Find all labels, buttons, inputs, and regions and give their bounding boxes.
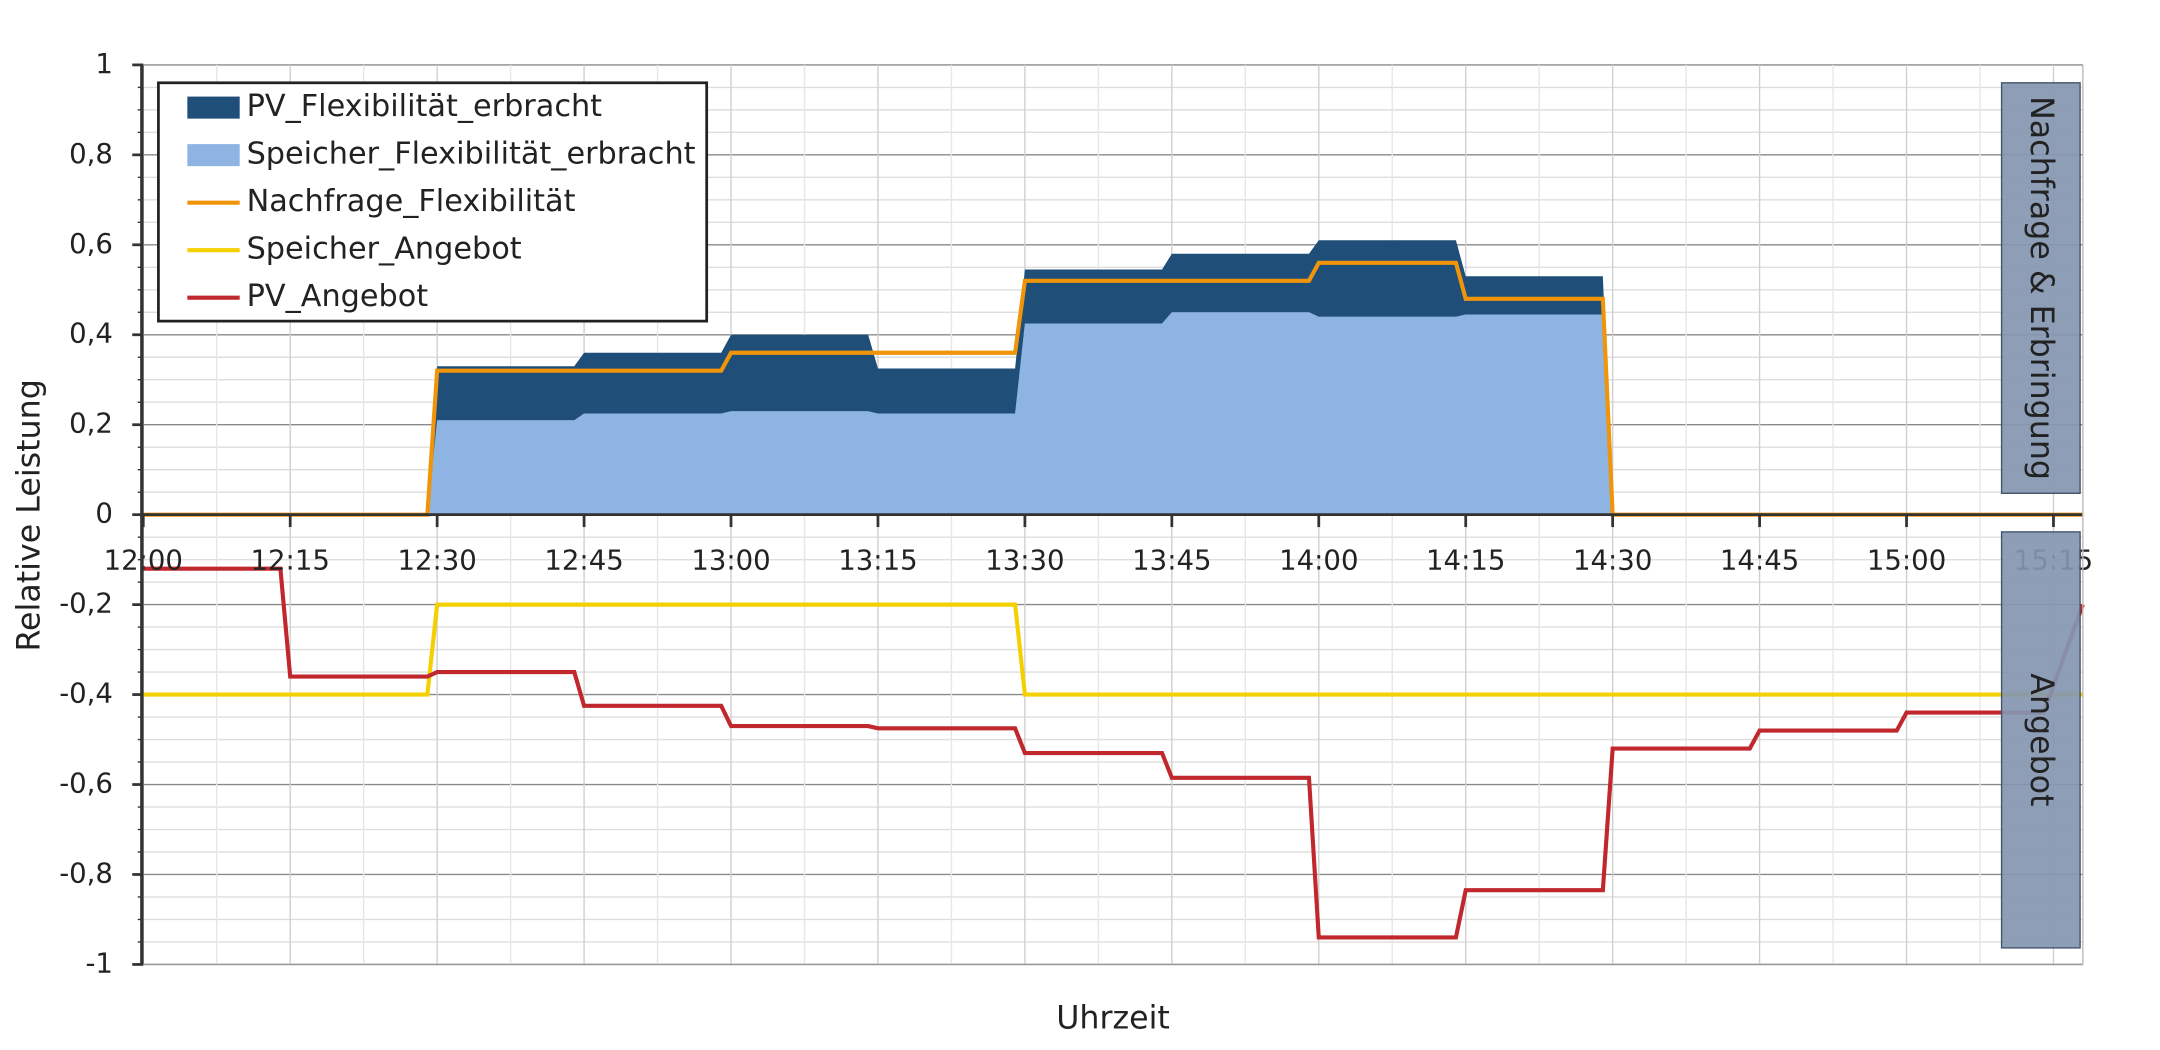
x-tick-label: 13:30: [985, 545, 1064, 577]
y-tick-label: -0,2: [59, 588, 113, 620]
y-tick-label: -0,6: [59, 768, 113, 800]
legend-label: PV_Angebot: [247, 279, 429, 314]
x-tick-label: 12:30: [397, 545, 476, 577]
legend-label: Speicher_Angebot: [247, 232, 522, 267]
x-tick-label: 14:15: [1426, 545, 1505, 577]
legend: PV_Flexibilität_erbracht Speicher_Flexibi…: [157, 81, 709, 323]
line: [143, 602, 2083, 697]
plot: [143, 240, 2085, 940]
y-tick-label: 1: [95, 48, 113, 80]
y-tick-label: 0,8: [69, 138, 113, 170]
legend-swatch: [187, 96, 240, 119]
annotation: Angebot: [2023, 673, 2059, 806]
y-tick-label: 0: [95, 498, 113, 530]
x-tick-label: 14:30: [1573, 545, 1652, 577]
area: [143, 240, 2083, 515]
legend-swatch: [187, 144, 240, 167]
annotation: Nachfrage & Erbringung: [2023, 96, 2059, 480]
legend-label: Speicher_Flexibilität_erbracht: [247, 137, 696, 172]
y-tick-label: -1: [85, 947, 112, 979]
area: [143, 312, 2083, 515]
annotation-box: [2000, 531, 2081, 949]
y-tick-label: 0,2: [69, 408, 113, 440]
line: [143, 566, 2085, 940]
x-tick-label: 13:45: [1132, 545, 1211, 577]
y-tick-label: -0,8: [59, 857, 113, 889]
x-tick-label: 15:00: [1867, 545, 1946, 577]
x-tick-label: 13:15: [838, 545, 917, 577]
y-tick-label: -0,4: [59, 678, 113, 710]
side-boxes: Nachfrage & Erbringung Angebot: [2000, 82, 2081, 949]
x-tick-label: 14:00: [1279, 545, 1358, 577]
legend-label: PV_Flexibilität_erbracht: [247, 89, 603, 124]
x-tick-label: 13:00: [691, 545, 770, 577]
x-tick-label: 14:45: [1720, 545, 1799, 577]
x-axis-title: Uhrzeit: [1056, 1001, 1170, 1037]
x-tick-label: 12:15: [251, 545, 330, 577]
x-tick-label: 12:45: [544, 545, 623, 577]
y-axis-title: Relative Leistung: [11, 379, 47, 651]
y-tick-label: 0,4: [69, 318, 113, 350]
y-tick-label: 0,6: [69, 228, 113, 260]
legend-box: [157, 81, 709, 323]
annotation-box: [2000, 82, 2081, 495]
legend-label: Nachfrage_Flexibilität: [247, 184, 576, 219]
